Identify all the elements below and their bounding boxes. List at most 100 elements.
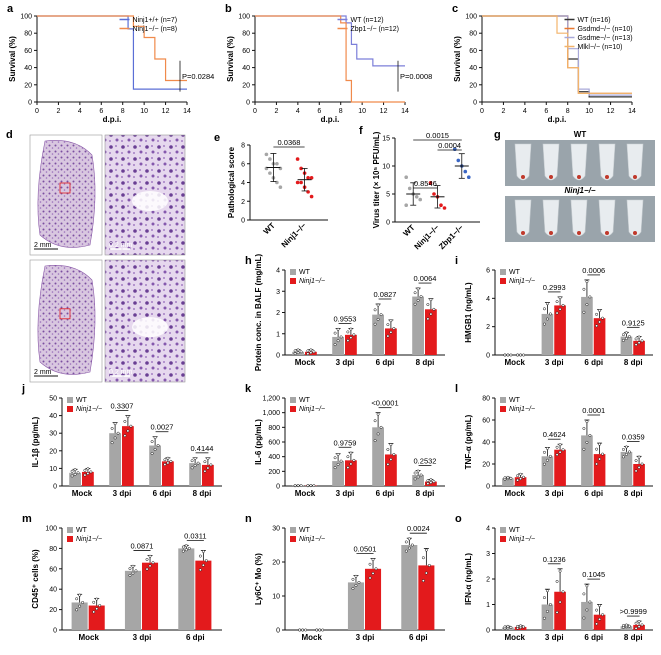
category-label: 6 dpi <box>153 489 172 498</box>
data-point <box>203 460 207 464</box>
y-tick-label: 2 <box>486 577 490 584</box>
bar <box>332 336 344 355</box>
y-tick-label: 0 <box>276 484 280 491</box>
bar <box>425 309 437 355</box>
y-tick-label: 0 <box>473 100 477 107</box>
x-tick-label: 4 <box>296 108 300 115</box>
data-point <box>89 470 93 474</box>
y-tick-label: 80 <box>242 31 250 38</box>
category-label: 6 dpi <box>584 633 603 642</box>
data-point <box>150 440 154 444</box>
data-point <box>555 300 559 304</box>
data-point <box>333 331 337 335</box>
data-point <box>83 468 87 472</box>
survival-curve-3 <box>482 15 632 95</box>
blood-cell-pellet <box>521 231 525 235</box>
data-point <box>413 291 417 295</box>
data-point <box>558 569 562 573</box>
data-point <box>561 590 565 594</box>
zoom-region-box <box>59 308 71 320</box>
data-point <box>193 464 197 467</box>
data-point <box>627 335 631 339</box>
data-point <box>126 415 130 419</box>
data-point <box>333 466 337 470</box>
y-tick-label: 1,200 <box>262 396 280 403</box>
data-point <box>76 471 80 475</box>
blood-cell-pellet <box>549 175 553 179</box>
data-point <box>128 567 132 570</box>
data-point <box>349 327 353 331</box>
data-point <box>306 352 310 356</box>
category-label: 6 dpi <box>376 358 395 367</box>
data-point <box>295 180 300 185</box>
data-point <box>309 176 314 180</box>
y-tick-label: 20 <box>482 462 490 469</box>
data-point <box>92 600 96 604</box>
data-point <box>542 450 546 454</box>
data-point <box>336 462 340 466</box>
survival-curve-1 <box>37 15 187 82</box>
p-value: 0.0001 <box>582 406 605 415</box>
bar <box>385 454 397 486</box>
category-label: 3 dpi <box>545 358 564 367</box>
p-value: 0.9125 <box>622 318 645 327</box>
p-value: 0.2993 <box>543 283 566 292</box>
data-point <box>75 597 79 601</box>
blood-cell-pellet <box>577 231 581 235</box>
data-point <box>386 323 390 327</box>
data-point <box>123 419 127 423</box>
category-label: Mock <box>295 358 316 367</box>
data-point <box>634 621 638 625</box>
data-point <box>190 459 194 463</box>
blood-cell-pellet <box>633 175 637 179</box>
data-point <box>339 459 343 463</box>
data-point <box>456 158 461 163</box>
data-point <box>637 620 641 623</box>
data-point <box>131 564 135 568</box>
y-tick-label: 1 <box>486 602 490 609</box>
data-point <box>128 573 132 577</box>
y-tick-label: 30 <box>272 526 280 533</box>
y-tick-label: 1,000 <box>262 410 280 417</box>
data-point <box>346 466 350 470</box>
bar <box>581 296 593 355</box>
data-point <box>151 561 155 565</box>
data-point <box>582 310 586 314</box>
tube <box>570 143 588 181</box>
data-point <box>315 628 319 632</box>
y-tick-label: 40 <box>49 413 57 420</box>
data-point <box>309 484 313 487</box>
data-point <box>413 471 417 475</box>
bar <box>109 433 121 486</box>
bar <box>593 318 606 355</box>
y-tick-label: 60 <box>242 48 250 55</box>
category-label: 8 dpi <box>416 489 435 498</box>
y-tick-label: 60 <box>469 48 477 55</box>
category-label: 6 dpi <box>584 489 603 498</box>
whole-lung-section <box>37 265 96 375</box>
data-point <box>598 320 602 324</box>
scale-bar-label: 2 mm <box>34 369 52 376</box>
x-tick-label: 0 <box>480 108 484 115</box>
data-point <box>339 335 343 339</box>
p-value: P=0.0284 <box>182 72 214 81</box>
data-point <box>624 445 628 449</box>
data-point <box>585 440 589 444</box>
legend-entry: Ninj1−/− <box>76 536 102 543</box>
data-point <box>166 461 170 465</box>
y-tick-label: 60 <box>24 48 32 55</box>
panel-label: m <box>22 513 32 525</box>
data-point <box>148 554 152 558</box>
data-point <box>582 447 586 451</box>
data-point <box>424 548 428 552</box>
data-point <box>92 610 96 614</box>
x-tick-label: 6 <box>544 108 548 115</box>
legend-entry: Ninj1−/− <box>509 406 535 413</box>
p-value: 0.1236 <box>543 555 566 564</box>
legend-entry: Ninj1−/− <box>299 536 325 543</box>
data-point <box>595 447 599 451</box>
data-point <box>466 175 471 179</box>
data-point <box>145 558 149 561</box>
bar <box>633 340 645 355</box>
